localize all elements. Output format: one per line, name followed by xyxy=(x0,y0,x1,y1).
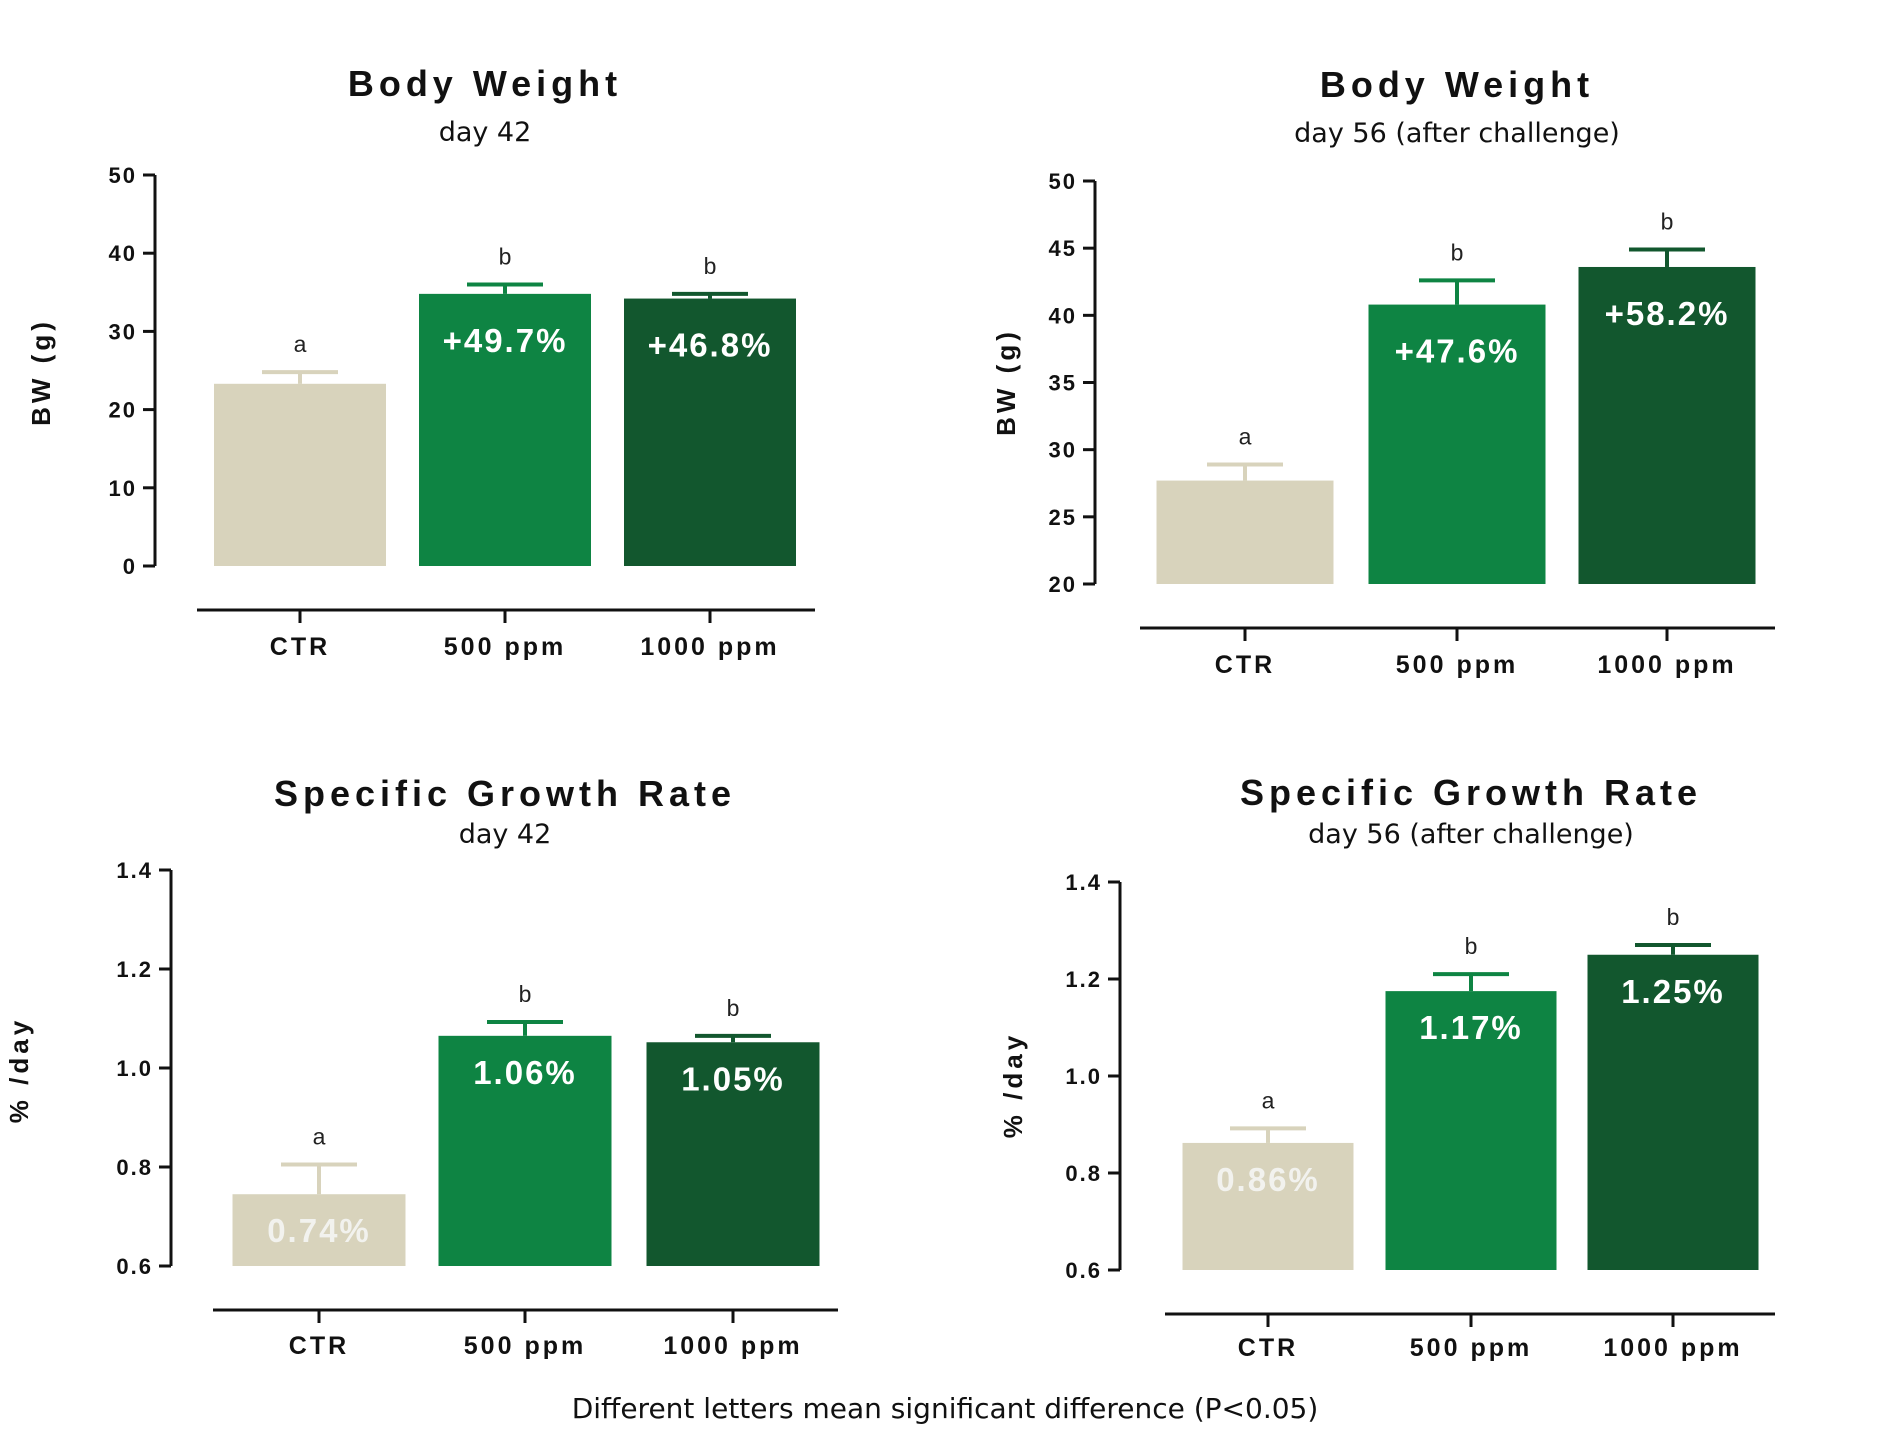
significance-letter: a xyxy=(313,1124,326,1150)
significance-letter: a xyxy=(1239,423,1252,449)
x-tick-label: CTR xyxy=(1215,651,1275,679)
bar-1000-ppm xyxy=(1578,266,1756,584)
x-tick-label: 1000 ppm xyxy=(1603,1334,1742,1362)
y-axis-label: BW (g) xyxy=(991,328,1021,436)
significance-letter: b xyxy=(499,243,512,269)
bar-1000-ppm xyxy=(646,1042,820,1266)
chart-subtitle: day 42 xyxy=(459,819,552,850)
significance-letter: b xyxy=(519,981,532,1007)
bar-value-label: 0.86% xyxy=(1216,1161,1320,1198)
significance-letter: a xyxy=(294,331,307,357)
y-tick-label: 10 xyxy=(109,476,137,501)
chart-panel-4: Specific Growth Rate day 56 (after challe… xyxy=(998,772,1775,1362)
significance-letter: b xyxy=(1451,239,1464,265)
bar-ctr xyxy=(214,383,386,566)
y-tick-label: 25 xyxy=(1049,505,1077,530)
x-tick-label: 1000 ppm xyxy=(1597,651,1736,679)
x-tick-label: 1000 ppm xyxy=(640,633,779,661)
y-tick-label: 0 xyxy=(123,554,137,579)
bar-500-ppm xyxy=(438,1035,612,1266)
chart-subtitle: day 56 (after challenge) xyxy=(1294,118,1620,149)
chart-subtitle: day 56 (after challenge) xyxy=(1308,819,1634,850)
significance-letter: a xyxy=(1262,1087,1275,1113)
charts-container: Body Weight day 42 0 10 20 30 40 50 BW (g) a CTR b +… xyxy=(4,63,1775,1362)
y-tick-label: 0.8 xyxy=(1065,1161,1102,1186)
y-tick-label: 1.2 xyxy=(116,957,153,982)
significance-letter: b xyxy=(1667,904,1680,930)
bar-value-label: 1.17% xyxy=(1419,1009,1523,1046)
y-tick-label: 45 xyxy=(1049,236,1077,261)
y-tick-label: 40 xyxy=(109,241,137,266)
bar-ctr xyxy=(1156,480,1334,584)
significance-letter: b xyxy=(1661,209,1674,235)
bar-value-label: +47.6% xyxy=(1395,333,1520,370)
x-tick-label: CTR xyxy=(289,1332,349,1360)
y-tick-label: 1.4 xyxy=(116,858,153,883)
y-tick-label: 0.6 xyxy=(116,1254,153,1279)
x-tick-label: 1000 ppm xyxy=(663,1332,802,1360)
bar-500-ppm xyxy=(1368,304,1546,584)
bar-value-label: 0.74% xyxy=(267,1212,371,1249)
bar-ctr xyxy=(232,1194,406,1266)
bar-500-ppm xyxy=(419,293,591,566)
y-tick-label: 0.8 xyxy=(116,1155,153,1180)
bar-1000-ppm xyxy=(624,298,796,566)
x-tick-label: 500 ppm xyxy=(1410,1334,1532,1362)
y-tick-label: 1.0 xyxy=(1065,1064,1102,1089)
bar-value-label: +58.2% xyxy=(1605,295,1730,332)
y-tick-label: 40 xyxy=(1049,303,1077,328)
bar-value-label: 1.06% xyxy=(473,1054,577,1091)
y-tick-label: 1.0 xyxy=(116,1056,153,1081)
chart-title: Specific Growth Rate xyxy=(1240,772,1702,813)
y-tick-label: 1.2 xyxy=(1065,967,1102,992)
bar-500-ppm xyxy=(1385,991,1557,1270)
y-tick-label: 50 xyxy=(109,163,137,188)
y-axis-label: % /day xyxy=(4,1017,34,1123)
x-tick-label: 500 ppm xyxy=(1396,651,1518,679)
y-tick-label: 1.4 xyxy=(1065,870,1102,895)
bar-ctr xyxy=(1182,1142,1354,1270)
y-tick-label: 30 xyxy=(1049,438,1077,463)
y-tick-label: 35 xyxy=(1049,371,1077,396)
y-tick-label: 30 xyxy=(109,319,137,344)
chart-title: Specific Growth Rate xyxy=(274,773,736,814)
y-tick-label: 20 xyxy=(109,398,137,423)
bar-value-label: 1.05% xyxy=(681,1060,785,1097)
x-tick-label: 500 ppm xyxy=(464,1332,586,1360)
significance-letter: b xyxy=(704,253,717,279)
chart-subtitle: day 42 xyxy=(439,117,532,148)
bar-value-label: +46.8% xyxy=(648,327,773,364)
x-tick-label: 500 ppm xyxy=(444,633,566,661)
bar-value-label: +49.7% xyxy=(443,322,568,359)
y-tick-label: 20 xyxy=(1049,572,1077,597)
y-axis-label: % /day xyxy=(998,1032,1028,1138)
bar-1000-ppm xyxy=(1587,954,1759,1270)
chart-panel-1: Body Weight day 42 0 10 20 30 40 50 BW (g) a CTR b +… xyxy=(26,63,815,661)
x-tick-label: CTR xyxy=(270,633,330,661)
chart-panel-2: Body Weight day 56 (after challenge) 20 25 3… xyxy=(991,64,1775,679)
chart-title: Body Weight xyxy=(348,63,622,104)
significance-letter: b xyxy=(1465,933,1478,959)
y-tick-label: 0.6 xyxy=(1065,1258,1102,1283)
y-tick-label: 50 xyxy=(1049,169,1077,194)
y-axis-label: BW (g) xyxy=(26,318,56,426)
chart-title: Body Weight xyxy=(1320,64,1594,105)
chart-panel-3: Specific Growth Rate day 42 0.6 0.8 1.0 1.2 1.… xyxy=(4,773,838,1360)
x-tick-label: CTR xyxy=(1238,1334,1298,1362)
significance-letter: b xyxy=(727,995,740,1021)
footer-note: Different letters mean significant diffe… xyxy=(572,1392,1319,1425)
bar-value-label: 1.25% xyxy=(1621,973,1725,1010)
